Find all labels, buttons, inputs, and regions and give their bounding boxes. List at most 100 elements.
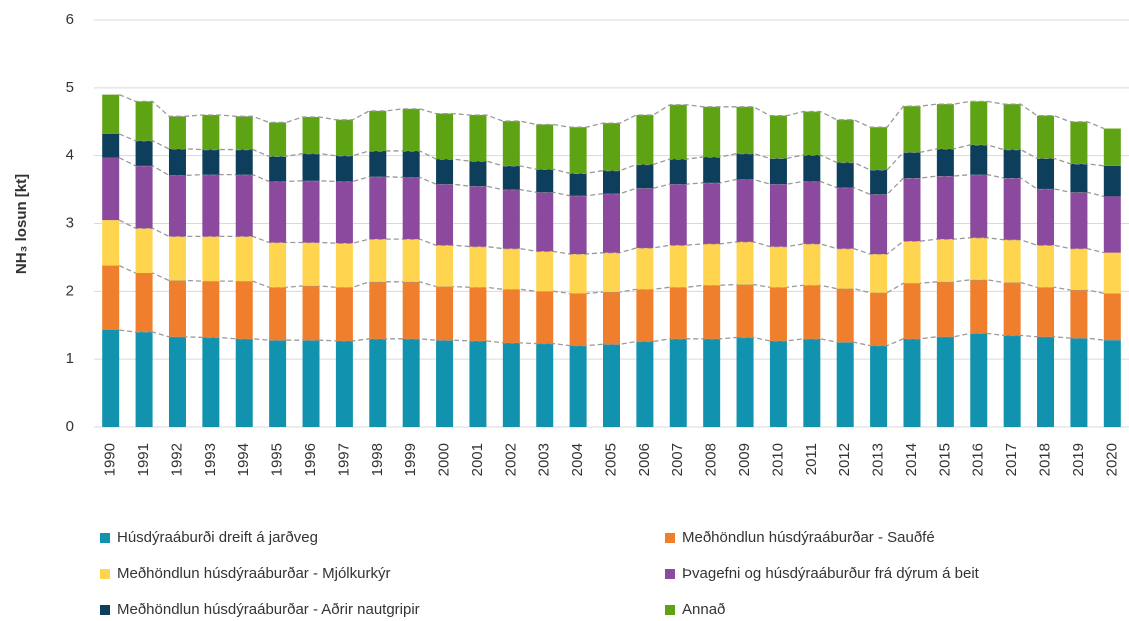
x-tick-label: 2004 xyxy=(569,443,586,476)
bar-segment xyxy=(402,150,420,178)
bar-segment xyxy=(269,181,287,243)
bar-segment xyxy=(870,292,888,346)
bar-segment xyxy=(168,236,186,281)
bar-segment xyxy=(302,285,320,341)
bar-segment xyxy=(1003,239,1021,283)
bar-segment xyxy=(202,114,220,150)
y-tick-label: 2 xyxy=(66,282,74,299)
x-tick-label: 2012 xyxy=(836,443,853,476)
bar-segment xyxy=(369,239,387,282)
x-tick-label: 1995 xyxy=(269,443,286,476)
bar-segment xyxy=(669,184,687,246)
bar-segment xyxy=(769,115,787,159)
bar-segment xyxy=(1003,104,1021,150)
y-tick-label: 4 xyxy=(66,147,74,164)
bar-segment xyxy=(469,114,487,162)
bar-segment xyxy=(736,106,754,154)
x-tick-label: 2016 xyxy=(970,443,987,476)
bar-segment xyxy=(1070,192,1088,249)
bar-segment xyxy=(736,179,754,242)
bar-segment xyxy=(569,127,587,174)
legend-swatch xyxy=(665,533,675,543)
bar-segment xyxy=(870,169,888,195)
bar-segment xyxy=(736,284,754,338)
bar-segment xyxy=(803,111,821,155)
x-tick-label: 2019 xyxy=(1070,443,1087,476)
bar-segment xyxy=(1037,287,1055,337)
x-tick-label: 1999 xyxy=(402,443,419,476)
bar-segment xyxy=(836,119,854,163)
bar-segment xyxy=(335,181,353,244)
bar-segment xyxy=(202,281,220,338)
bar-segment xyxy=(769,246,787,288)
bar-segment xyxy=(903,338,921,427)
bar-segment xyxy=(335,287,353,341)
bar-segment xyxy=(135,101,153,141)
bar-segment xyxy=(603,344,620,427)
bar-segment xyxy=(402,177,420,240)
x-tick-label: 1994 xyxy=(235,443,252,476)
bar-segment xyxy=(769,158,787,185)
bar-segment xyxy=(1037,158,1055,189)
bar-segment xyxy=(636,289,654,342)
x-tick-label: 1991 xyxy=(135,443,152,476)
bar-segment xyxy=(369,150,387,177)
bar-segment xyxy=(502,289,520,343)
bar-segment xyxy=(870,194,888,255)
bar-segment xyxy=(402,338,420,427)
bar-segment xyxy=(1070,163,1088,193)
bar-segment xyxy=(335,119,353,156)
bar-segment xyxy=(436,286,454,341)
bar-segment xyxy=(636,188,654,248)
bar-segment xyxy=(168,175,186,237)
bar-segment xyxy=(536,251,554,292)
bar-segment xyxy=(1103,165,1121,197)
x-tick-label: 2010 xyxy=(769,443,786,476)
bar-segment xyxy=(836,187,854,249)
bar-segment xyxy=(569,195,587,255)
bar-segment xyxy=(235,174,253,237)
bar-segment xyxy=(1070,338,1088,427)
bar-segment xyxy=(836,288,854,343)
bar-segment xyxy=(1003,149,1021,179)
bar-segment xyxy=(669,287,687,339)
bar-segment xyxy=(803,154,821,182)
bar-segment xyxy=(903,106,921,153)
bar-segment xyxy=(302,180,320,243)
x-tick-label: 2006 xyxy=(636,443,653,476)
bar-segment xyxy=(703,106,721,158)
bar-segment xyxy=(769,184,787,247)
bar-segment xyxy=(703,285,721,339)
bar-segment xyxy=(703,157,721,183)
bar-segment xyxy=(436,245,454,287)
bar-segment xyxy=(936,239,954,282)
bar-segment xyxy=(335,340,353,427)
bar-segment xyxy=(369,176,387,240)
bar-segment xyxy=(536,291,554,344)
x-tick-label: 2015 xyxy=(936,443,953,476)
bar-segment xyxy=(903,283,921,339)
legend-swatch xyxy=(100,605,110,615)
bar-segment xyxy=(569,173,587,196)
bar-segment xyxy=(903,241,921,284)
x-tick-label: 2005 xyxy=(602,443,619,476)
bar-segment xyxy=(469,287,487,341)
bar-segment xyxy=(536,343,554,427)
bar-segment xyxy=(436,340,454,427)
bar-segment xyxy=(369,110,387,151)
y-tick-label: 5 xyxy=(66,79,74,96)
bar-segment xyxy=(736,337,754,427)
bar-segment xyxy=(1037,115,1055,159)
bar-segment xyxy=(102,265,120,330)
x-tick-label: 1990 xyxy=(102,443,119,476)
bar-segment xyxy=(603,170,620,194)
bar-segment xyxy=(202,236,220,282)
bar-segment xyxy=(235,281,253,339)
legend-label: Þvagefni og húsdýraáburður frá dýrum á b… xyxy=(682,565,980,582)
bar-segment xyxy=(703,338,721,427)
bar-segment xyxy=(168,336,186,427)
x-tick-label: 2003 xyxy=(536,443,553,476)
x-tick-label: 2007 xyxy=(669,443,686,476)
bar-segment xyxy=(269,122,287,157)
y-tick-label: 3 xyxy=(66,214,74,231)
